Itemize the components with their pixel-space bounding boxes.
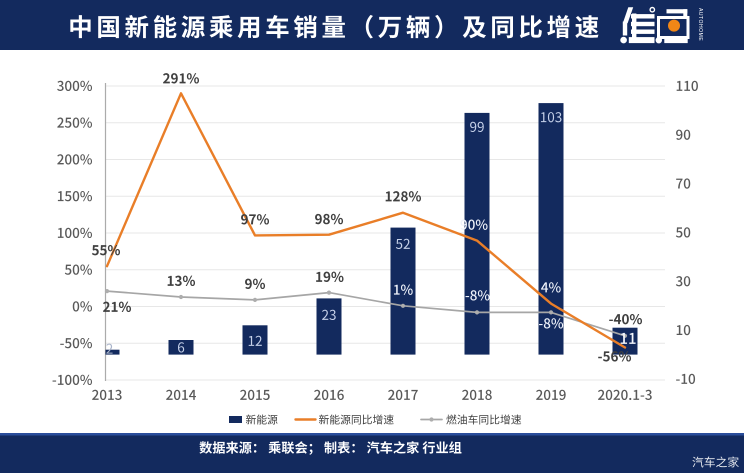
svg-text:AUTOHOME: AUTOHOME (697, 8, 703, 41)
